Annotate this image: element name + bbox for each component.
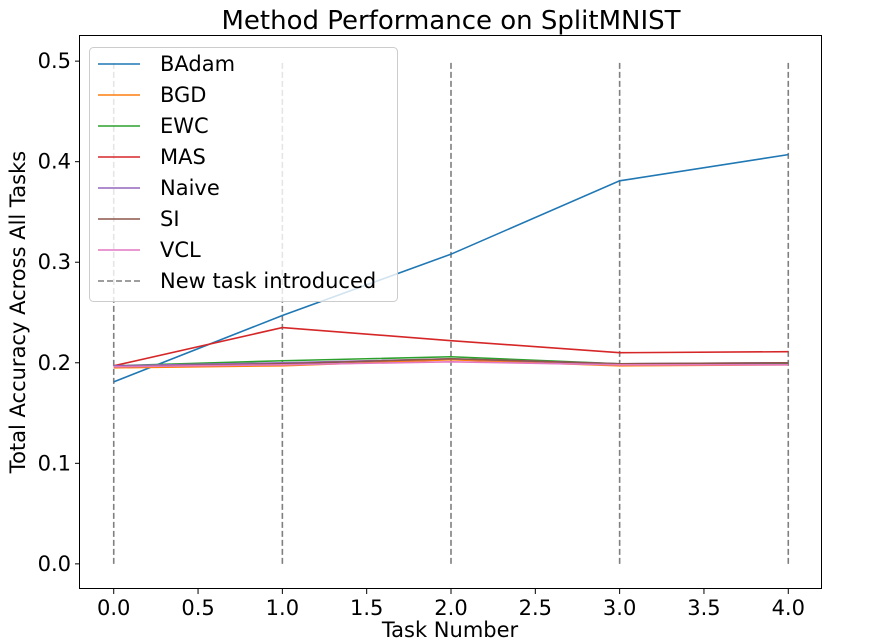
x-tick-label: 2.0 (434, 596, 467, 620)
x-tick-label: 0.5 (181, 596, 214, 620)
x-tick-label: 1.5 (350, 596, 383, 620)
y-tick-label: 0.5 (38, 49, 71, 73)
y-axis: 0.0 0.1 0.2 0.3 0.4 0.5 (38, 49, 80, 576)
legend-label: SI (160, 207, 180, 231)
chart-title: Method Performance on SplitMNIST (221, 6, 680, 36)
series-lines (113, 153, 789, 383)
legend-label: BAdam (160, 52, 235, 76)
y-axis-label: Total Accuracy Across All Tasks (6, 151, 30, 474)
x-tick-label: 3.5 (687, 596, 720, 620)
x-tick-label: 3.0 (603, 596, 636, 620)
y-tick-label: 0.3 (38, 250, 71, 274)
y-tick-label: 0.1 (38, 451, 71, 475)
y-tick-label: 0.4 (38, 150, 71, 174)
legend-label: BGD (160, 83, 206, 107)
x-tick-label: 0.0 (97, 596, 130, 620)
legend-label: VCL (160, 238, 201, 262)
legend-label: MAS (160, 145, 206, 169)
y-tick-label: 0.2 (38, 351, 71, 375)
series-line-vcl (113, 360, 789, 368)
x-axis-label: Task Number (381, 618, 519, 642)
plot-area (79, 35, 822, 589)
series-line-mas (113, 326, 789, 367)
legend-label: New task introduced (160, 269, 376, 293)
x-tick-label: 1.0 (266, 596, 299, 620)
legend: BAdam BGD EWC MAS Naive SI VCL New task introdu… (89, 47, 398, 302)
plot-frame (79, 35, 822, 589)
legend-box (89, 47, 398, 302)
series-line-badam (113, 153, 789, 383)
x-tick-label: 4.0 (772, 596, 805, 620)
legend-label: EWC (160, 114, 209, 138)
legend-label: Naive (160, 176, 220, 200)
x-tick-label: 2.5 (519, 596, 552, 620)
x-axis: 0.0 0.5 1.0 1.5 2.0 2.5 3.0 3.5 4.0 (97, 589, 805, 620)
y-tick-label: 0.0 (38, 552, 71, 576)
